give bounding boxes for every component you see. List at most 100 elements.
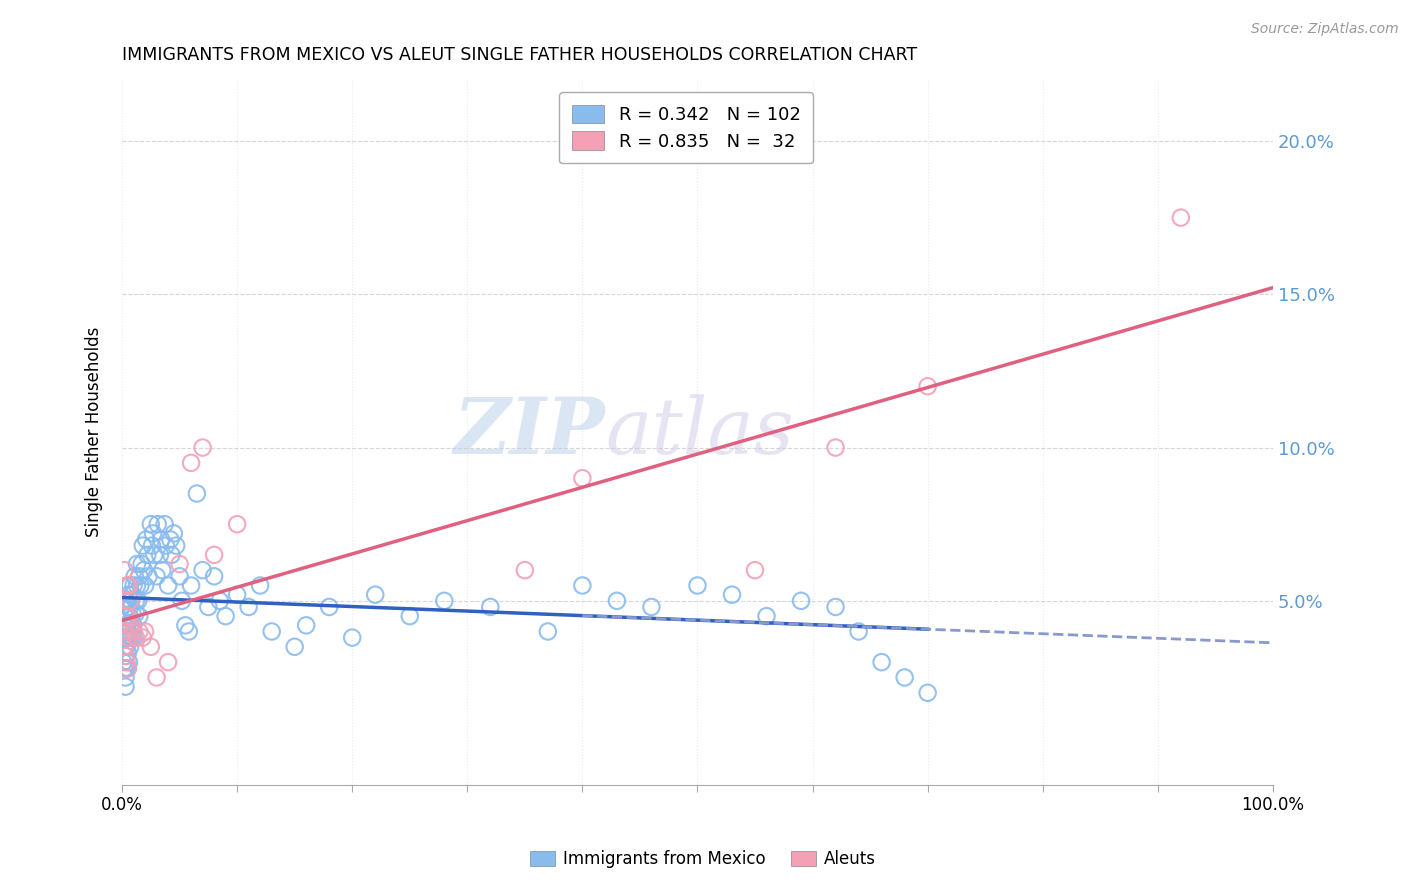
Point xyxy=(132,539,155,553)
Point xyxy=(120,612,142,626)
Point xyxy=(112,563,135,577)
Point xyxy=(114,609,136,624)
Point xyxy=(124,569,146,583)
Point xyxy=(115,578,138,592)
Point xyxy=(870,655,893,669)
Point xyxy=(364,588,387,602)
Point xyxy=(433,594,456,608)
Point xyxy=(128,609,150,624)
Point xyxy=(141,539,163,553)
Point xyxy=(136,548,159,562)
Point xyxy=(125,631,148,645)
Point xyxy=(117,609,139,624)
Point xyxy=(571,578,593,592)
Point xyxy=(139,640,162,654)
Point xyxy=(118,588,141,602)
Point xyxy=(117,646,139,660)
Point xyxy=(260,624,283,639)
Point xyxy=(479,599,502,614)
Text: Source: ZipAtlas.com: Source: ZipAtlas.com xyxy=(1251,22,1399,37)
Point xyxy=(202,548,225,562)
Point xyxy=(197,599,219,614)
Point xyxy=(132,563,155,577)
Point xyxy=(169,557,191,571)
Text: 0.0%: 0.0% xyxy=(101,796,143,814)
Point xyxy=(117,631,139,645)
Point xyxy=(191,441,214,455)
Point xyxy=(150,563,173,577)
Point xyxy=(122,624,145,639)
Point xyxy=(790,594,813,608)
Point xyxy=(117,624,139,639)
Point xyxy=(115,640,138,654)
Point xyxy=(134,578,156,592)
Point xyxy=(160,548,183,562)
Point xyxy=(114,648,136,663)
Point xyxy=(115,618,138,632)
Point xyxy=(149,548,172,562)
Point xyxy=(917,686,939,700)
Point xyxy=(157,655,180,669)
Point xyxy=(139,517,162,532)
Point xyxy=(134,624,156,639)
Point xyxy=(755,609,778,624)
Point xyxy=(117,599,139,614)
Point xyxy=(606,594,628,608)
Point xyxy=(122,578,145,592)
Point xyxy=(177,624,200,639)
Point xyxy=(640,599,662,614)
Point xyxy=(721,588,744,602)
Point xyxy=(342,631,364,645)
Point xyxy=(112,661,135,675)
Point xyxy=(186,486,208,500)
Point xyxy=(284,640,307,654)
Point xyxy=(125,578,148,592)
Text: atlas: atlas xyxy=(606,394,794,470)
Point xyxy=(125,557,148,571)
Point xyxy=(686,578,709,592)
Point xyxy=(121,606,143,620)
Point xyxy=(118,609,141,624)
Point xyxy=(153,517,176,532)
Point xyxy=(145,670,167,684)
Point xyxy=(114,609,136,624)
Point xyxy=(118,655,141,669)
Point xyxy=(120,618,142,632)
Point xyxy=(142,526,165,541)
Point xyxy=(159,533,181,547)
Y-axis label: Single Father Households: Single Father Households xyxy=(86,327,103,537)
Point xyxy=(571,471,593,485)
Point xyxy=(129,578,152,592)
Point xyxy=(120,594,142,608)
Point xyxy=(120,631,142,645)
Legend: Immigrants from Mexico, Aleuts: Immigrants from Mexico, Aleuts xyxy=(523,844,883,875)
Point xyxy=(118,578,141,592)
Point xyxy=(824,441,846,455)
Point xyxy=(513,563,536,577)
Point xyxy=(125,594,148,608)
Point xyxy=(112,624,135,639)
Text: 100.0%: 100.0% xyxy=(1241,796,1305,814)
Point xyxy=(169,569,191,583)
Point xyxy=(208,594,231,608)
Point xyxy=(122,618,145,632)
Point xyxy=(118,631,141,645)
Legend: R = 0.342   N = 102, R = 0.835   N =  32: R = 0.342 N = 102, R = 0.835 N = 32 xyxy=(560,92,813,163)
Point xyxy=(143,548,166,562)
Point xyxy=(114,631,136,645)
Point xyxy=(180,456,202,470)
Point xyxy=(115,594,138,608)
Point xyxy=(122,631,145,645)
Point xyxy=(537,624,560,639)
Point xyxy=(150,533,173,547)
Point xyxy=(138,569,160,583)
Point xyxy=(163,526,186,541)
Point xyxy=(135,533,157,547)
Point xyxy=(1170,211,1192,225)
Point xyxy=(115,661,138,675)
Point xyxy=(170,594,193,608)
Point xyxy=(114,670,136,684)
Point xyxy=(893,670,915,684)
Point xyxy=(112,640,135,654)
Point xyxy=(145,569,167,583)
